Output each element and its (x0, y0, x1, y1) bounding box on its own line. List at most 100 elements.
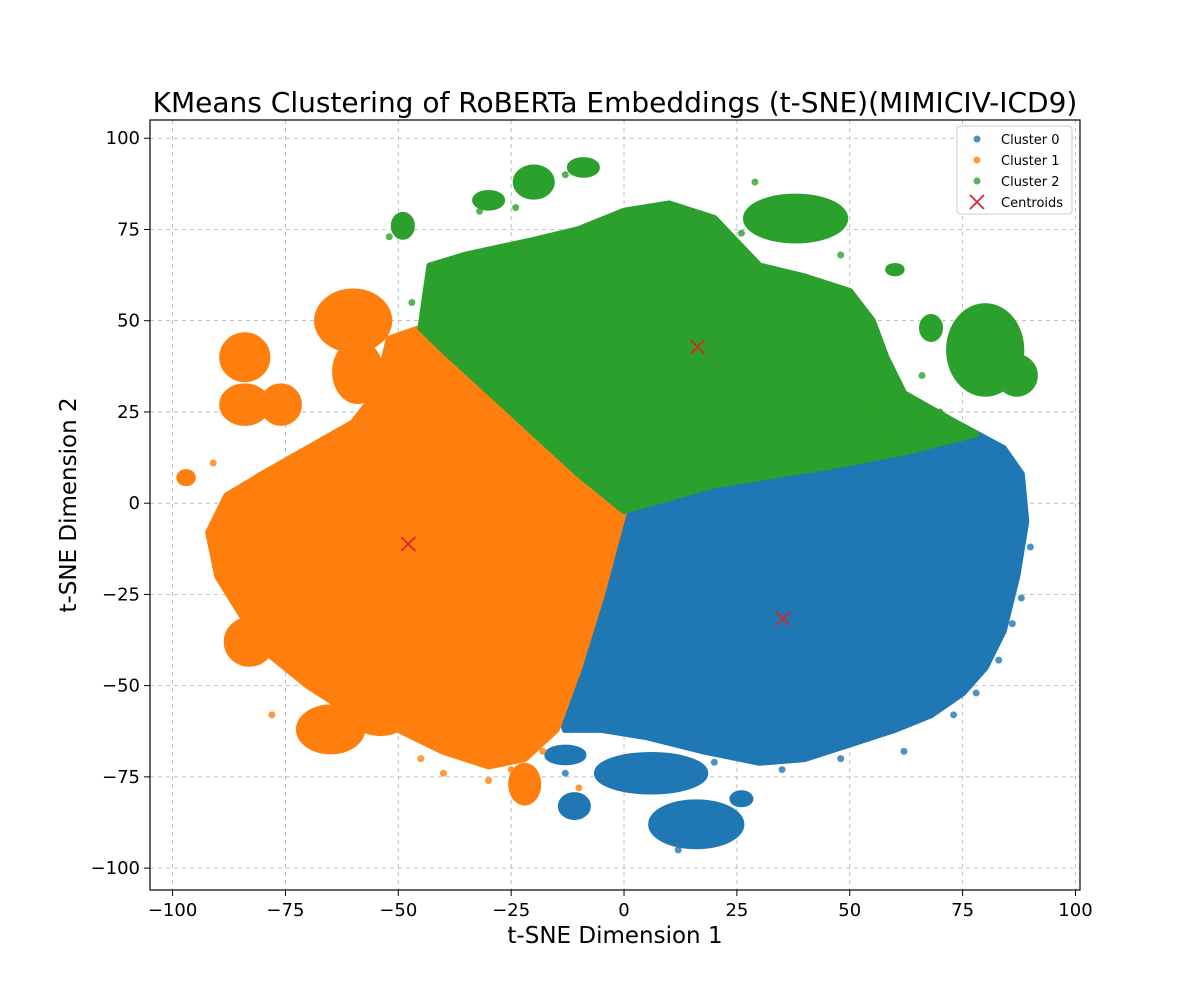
cluster-0-point (674, 846, 682, 854)
cluster-1-point (430, 408, 438, 416)
x-tick-label: 100 (1058, 900, 1092, 921)
cluster-1-island (219, 332, 271, 383)
cluster-2-point (385, 233, 393, 241)
centroid-marker-1 (400, 536, 416, 552)
legend: Cluster 0 Cluster 1 Cluster 2 Centroids (956, 125, 1073, 215)
legend-marker-centroids (969, 194, 985, 210)
cluster-2-point (476, 207, 484, 215)
centroid-stroke (689, 339, 706, 355)
cluster-2-point (512, 204, 520, 212)
cluster-1-point (521, 798, 529, 806)
cluster-2-island (885, 262, 905, 277)
y-tick-label: −100 (91, 858, 140, 879)
x-tick-label: −25 (492, 900, 530, 921)
x-tick-label: 75 (951, 900, 974, 921)
y-tick-label: 50 (117, 311, 140, 332)
cluster-0-point (561, 769, 569, 777)
y-tick-label: −75 (102, 767, 140, 788)
legend-label-cluster-1: Cluster 1 (1001, 154, 1060, 169)
series-cluster-2 (385, 157, 1038, 514)
y-tick-label: −50 (102, 676, 140, 697)
x-tick-label: −75 (266, 900, 304, 921)
cluster-0-point (1017, 594, 1025, 602)
x-tick-label: −50 (379, 900, 417, 921)
cluster-1-point (178, 477, 186, 485)
centroid-stroke (775, 610, 791, 627)
cluster-0-point (1008, 620, 1016, 628)
cluster-2-point (891, 433, 899, 441)
cluster-2-point (868, 408, 876, 416)
cluster-2-island (566, 157, 600, 178)
y-axis-label: t-SNE Dimension 2 (56, 397, 82, 612)
x-tick-label: 50 (838, 900, 861, 921)
legend-marker-cluster-2 (973, 177, 981, 185)
ticks: −100 −75 −50 −25 0 25 50 75 100 −100 −75 −50 −25 0 25 5… (91, 128, 1093, 921)
cluster-0-island (557, 792, 591, 821)
cluster-1-point (507, 766, 515, 774)
cluster-1-island (259, 383, 302, 426)
legend-marker-cluster-1 (973, 156, 981, 164)
cluster-1-island (223, 616, 275, 667)
legend-label-centroids: Centroids (1001, 196, 1063, 211)
cluster-1-island (508, 762, 542, 806)
y-tick-label: 75 (117, 219, 140, 240)
chart-title: KMeans Clustering of RoBERTa Embeddings … (153, 86, 1078, 119)
cluster-2-point (837, 251, 845, 259)
x-tick-label: −100 (148, 900, 197, 921)
y-tick-label: −25 (102, 584, 140, 605)
centroid-stroke (400, 536, 416, 552)
cluster-2-point (918, 371, 926, 379)
legend-marker-cluster-0 (973, 135, 981, 143)
cluster-0-island (544, 744, 587, 766)
cluster-2-point (561, 171, 569, 179)
cluster-0-point (995, 656, 1003, 664)
cluster-2-island (995, 354, 1038, 397)
cluster-2-island (742, 193, 849, 244)
data-layer (176, 157, 1038, 854)
y-tick-label: 25 (117, 402, 140, 423)
cluster-1-point (575, 784, 583, 792)
cluster-0-point (1004, 517, 1012, 525)
cluster-2-point (855, 444, 863, 452)
cluster-0-point (837, 755, 845, 763)
cluster-1-point (439, 769, 447, 777)
cluster-1-point (214, 561, 222, 569)
cluster-2-point (751, 178, 759, 186)
legend-label-cluster-2: Cluster 2 (1001, 175, 1060, 190)
cluster-0-point (950, 711, 958, 719)
cluster-1-point (417, 755, 425, 763)
centroid-layer (400, 339, 791, 627)
cluster-0-point (900, 747, 908, 755)
cluster-1-point (462, 444, 470, 452)
cluster-2-island (918, 314, 944, 342)
cluster-0-point (1026, 543, 1034, 551)
cluster-0-island (729, 790, 754, 808)
cluster-1-point (485, 777, 493, 785)
cluster-0-point (710, 758, 718, 766)
cluster-1-point (417, 390, 425, 398)
y-tick-label: 0 (129, 493, 140, 514)
cluster-0-island (593, 751, 709, 795)
cluster-2-island (512, 164, 555, 200)
cluster-2-point (882, 382, 890, 390)
cluster-2-region (417, 200, 980, 514)
cluster-1-point (209, 459, 217, 467)
legend-frame (956, 125, 1073, 215)
legend-label-cluster-0: Cluster 0 (1001, 133, 1060, 148)
cluster-1-point (394, 371, 402, 379)
x-axis-label: t-SNE Dimension 1 (507, 923, 722, 949)
centroid-marker-0 (689, 339, 706, 355)
y-tick-label: 100 (106, 128, 140, 149)
x-tick-label: 25 (725, 900, 748, 921)
cluster-0-island (648, 799, 745, 850)
cluster-2-point (737, 229, 745, 237)
cluster-2-point (408, 298, 416, 306)
cluster-1-island (350, 693, 411, 737)
cluster-0-point (972, 689, 980, 697)
cluster-2-island (390, 211, 415, 240)
cluster-1-island (332, 339, 384, 404)
cluster-0-point (778, 766, 786, 774)
cluster-1-point (539, 747, 547, 755)
x-tick-label: 0 (618, 900, 629, 921)
